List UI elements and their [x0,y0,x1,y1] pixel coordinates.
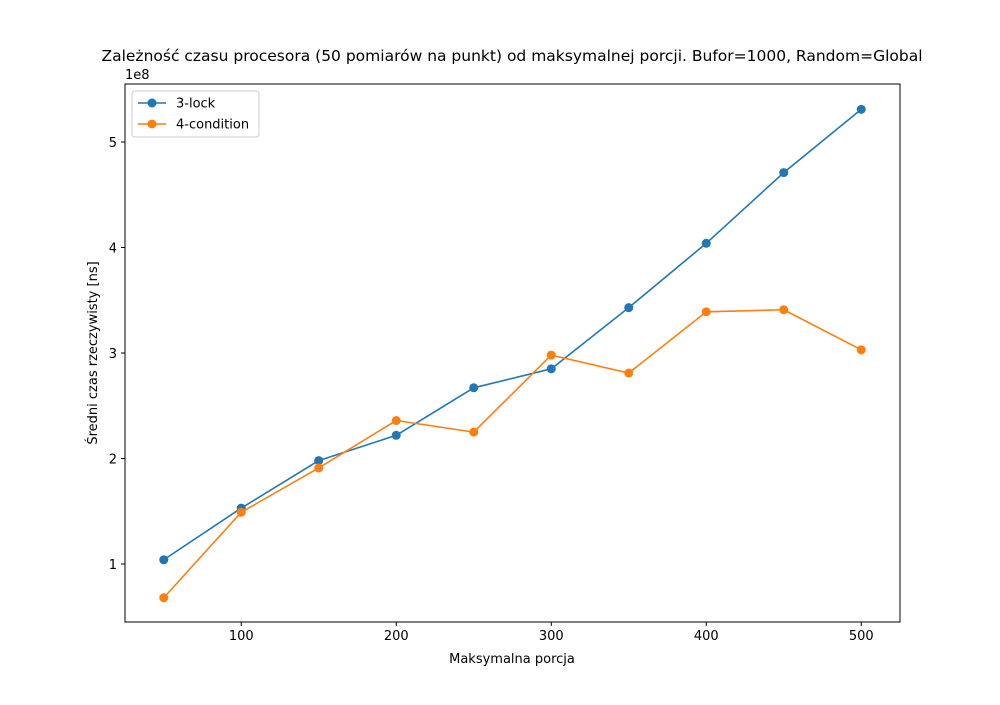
x-tick-label: 300 [539,629,564,644]
legend-label: 3-lock [176,97,216,112]
y-tick-label: 3 [109,347,117,362]
data-point-3-lock [469,383,479,393]
y-tick-label: 5 [109,136,117,151]
x-axis-label: Maksymalna porcja [449,652,575,667]
x-tick-label: 200 [384,629,409,644]
series-3-lock [159,104,866,565]
data-point-3-lock [624,303,634,313]
x-tick-label: 100 [229,629,254,644]
legend-item-4-condition: 4-condition [138,118,249,133]
series-line-4-condition [163,308,862,599]
x-tick-label: 500 [849,629,874,644]
chart-title: Zależność czasu procesora (50 pomiarów n… [101,47,922,65]
data-point-4-condition [546,350,556,360]
data-point-4-condition [159,593,169,603]
y-offset-label: 1e8 [125,68,150,83]
data-point-3-lock [159,555,169,565]
data-point-3-lock [701,238,711,248]
legend-items: 3-lock 4-condition [138,97,249,133]
data-point-4-condition [236,507,246,517]
data-point-4-condition [469,427,479,437]
data-point-3-lock [856,104,866,114]
data-point-4-condition [391,416,401,426]
legend-marker [147,98,157,108]
legend-item-3-lock: 3-lock [138,97,216,112]
series-layer [159,104,866,603]
x-tick-label: 400 [694,629,719,644]
data-point-4-condition [314,463,324,473]
data-point-4-condition [624,368,634,378]
x-axis: 100 200 300 400 500 [229,622,874,644]
data-point-4-condition [856,345,866,355]
y-axis-label: Średni czas rzeczywisty [ns] [85,261,101,444]
series-4-condition [159,305,866,603]
data-point-3-lock [314,456,324,466]
data-point-3-lock [546,364,556,374]
y-tick-label: 1 [109,558,117,573]
legend-label: 4-condition [176,118,249,133]
series-line-3-lock [163,108,862,561]
data-point-4-condition [701,307,711,317]
legend: 3-lock 4-condition [131,90,260,138]
data-point-3-lock [391,430,401,440]
y-tick-label: 2 [109,452,117,467]
data-point-4-condition [779,305,789,315]
legend-marker [147,119,157,129]
y-tick-label: 4 [109,242,117,257]
y-axis: 1 2 3 4 5 [109,136,125,573]
data-point-3-lock [779,168,789,178]
